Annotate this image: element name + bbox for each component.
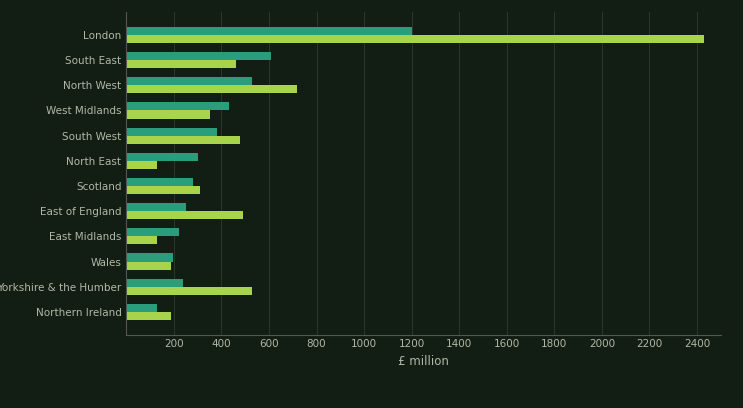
Bar: [126, 135, 241, 144]
Bar: [126, 186, 200, 194]
Bar: [126, 77, 253, 85]
Bar: [126, 85, 297, 93]
Bar: [126, 236, 158, 244]
Bar: [126, 279, 184, 287]
Bar: [126, 262, 172, 270]
Bar: [126, 111, 210, 118]
Bar: [126, 161, 158, 169]
Bar: [126, 228, 178, 236]
Bar: [126, 52, 271, 60]
Bar: [126, 203, 186, 211]
Bar: [126, 287, 253, 295]
Bar: [126, 35, 704, 43]
Bar: [126, 102, 229, 111]
Bar: [126, 253, 172, 262]
Bar: [126, 211, 243, 219]
Bar: [126, 178, 193, 186]
Bar: [126, 128, 217, 135]
Bar: [126, 60, 236, 68]
Bar: [126, 27, 412, 35]
X-axis label: £ million: £ million: [398, 355, 449, 368]
Bar: [126, 153, 198, 161]
Bar: [126, 312, 172, 320]
Bar: [126, 304, 158, 312]
